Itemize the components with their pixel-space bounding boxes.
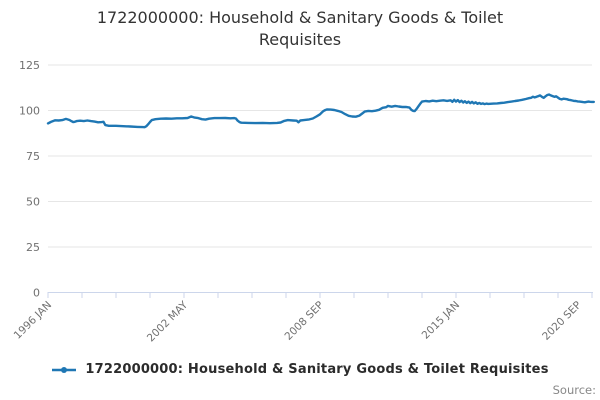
legend-label: 1722000000: Household & Sanitary Goods &… — [85, 362, 549, 377]
x-tick-label: 2008 SEP — [282, 299, 326, 343]
y-tick-label: 100 — [19, 104, 40, 117]
legend: 1722000000: Household & Sanitary Goods &… — [0, 362, 600, 377]
legend-line-marker-icon — [52, 366, 77, 373]
x-tick-label: 1996 JAN — [12, 299, 54, 341]
y-tick-label: 125 — [19, 59, 40, 72]
legend-dot — [61, 366, 68, 373]
line-chart-plot: 0 25 50 75 100 125 1996 JAN 2002 MAY 2008 SEP 201… — [12, 59, 595, 345]
source-label: Source: — [552, 383, 596, 397]
series-line[interactable] — [46, 93, 595, 129]
y-tick-label: 50 — [26, 195, 40, 208]
x-tick-label: 2015 JAN — [420, 299, 462, 341]
y-tick-label: 25 — [26, 241, 40, 254]
chart-title: 1722000000: Household & Sanitary Goods &… — [96, 8, 504, 49]
x-tick-label: 2002 MAY — [145, 299, 191, 345]
y-tick-label: 0 — [33, 286, 40, 299]
legend-item[interactable]: 1722000000: Household & Sanitary Goods &… — [51, 362, 548, 377]
x-tick-label: 2020 SEP — [540, 299, 584, 343]
y-tick-label: 75 — [26, 150, 40, 163]
